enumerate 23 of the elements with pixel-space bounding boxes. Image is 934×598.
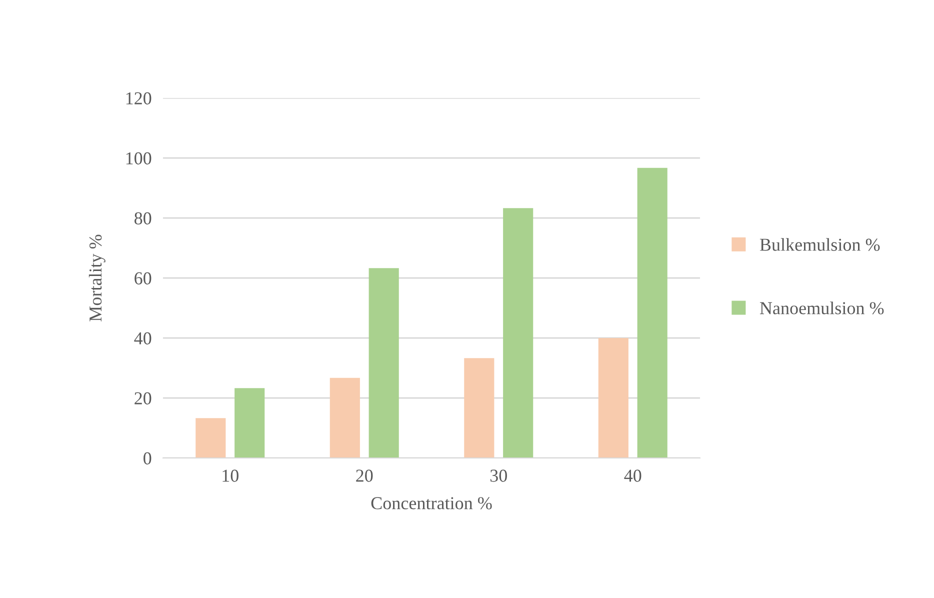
y-axis-title: Mortality % — [88, 234, 106, 322]
x-tick-label: 20 — [356, 470, 373, 482]
legend-label: Nanoemulsion % — [760, 302, 884, 314]
y-tick-label: 120 — [126, 92, 152, 104]
y-tick-label: 0 — [144, 452, 152, 464]
bar — [464, 358, 494, 458]
bar — [234, 388, 265, 458]
y-tick-label: 100 — [126, 152, 152, 164]
y-tick-label: 40 — [134, 332, 152, 344]
bar — [196, 418, 226, 458]
legend-label: Bulkemulsion % — [760, 238, 880, 251]
bar — [637, 168, 668, 458]
bar — [330, 378, 360, 458]
x-tick-label: 40 — [624, 470, 642, 482]
y-tick-label: 20 — [134, 392, 152, 404]
bar — [368, 268, 399, 458]
bar — [503, 208, 534, 458]
x-axis-title: Concentration % — [371, 497, 492, 510]
bar — [598, 338, 628, 458]
x-tick-label: 10 — [222, 470, 238, 482]
x-tick-label: 30 — [490, 470, 507, 482]
y-tick-label: 80 — [134, 212, 152, 224]
y-tick-label: 60 — [134, 272, 152, 284]
